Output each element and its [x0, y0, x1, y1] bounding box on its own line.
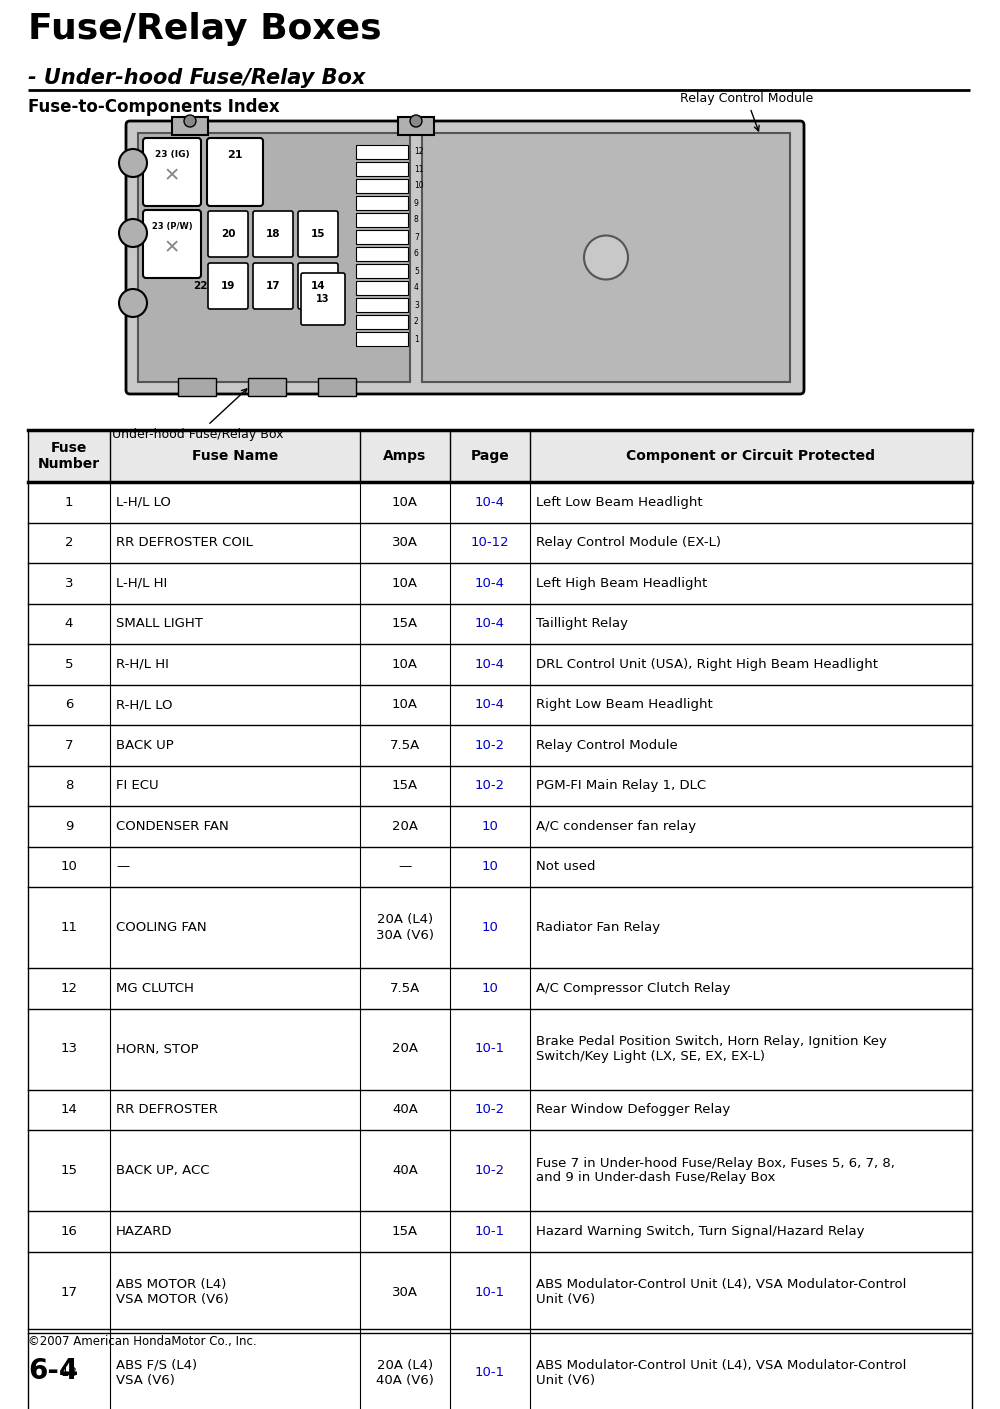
Text: 10-2: 10-2: [475, 1164, 505, 1177]
Circle shape: [119, 289, 147, 317]
Text: 10-1: 10-1: [475, 1224, 505, 1237]
Text: 18: 18: [266, 230, 280, 240]
Text: 22: 22: [193, 280, 207, 292]
Text: 40A: 40A: [392, 1164, 418, 1177]
Text: FI ECU: FI ECU: [116, 779, 159, 792]
FancyBboxPatch shape: [253, 263, 293, 309]
Text: Fuse 7 in Under-hood Fuse/Relay Box, Fuses 5, 6, 7, 8,
and 9 in Under-dash Fuse/: Fuse 7 in Under-hood Fuse/Relay Box, Fus…: [536, 1157, 895, 1185]
Bar: [28, 968, 972, 1009]
Text: 15A: 15A: [392, 779, 418, 792]
Text: 2: 2: [65, 537, 73, 550]
Text: 1: 1: [414, 334, 419, 344]
Text: 10-2: 10-2: [475, 1103, 505, 1116]
Text: 10: 10: [482, 820, 498, 833]
Text: 10-4: 10-4: [475, 658, 505, 671]
Text: 7: 7: [414, 232, 419, 241]
FancyBboxPatch shape: [207, 138, 263, 206]
Text: 15: 15: [311, 230, 325, 240]
Text: 20A (L4)
40A (V6): 20A (L4) 40A (V6): [376, 1360, 434, 1386]
Text: 10: 10: [61, 861, 77, 874]
Text: Under-hood Fuse/Relay Box: Under-hood Fuse/Relay Box: [112, 389, 284, 441]
Bar: [28, 482, 972, 523]
Text: ✕: ✕: [164, 238, 180, 258]
Bar: [318, 378, 356, 396]
Text: 10: 10: [482, 982, 498, 995]
Circle shape: [584, 235, 628, 279]
Bar: [28, 806, 972, 847]
Bar: [356, 297, 408, 311]
Text: SMALL LIGHT: SMALL LIGHT: [116, 617, 203, 630]
Bar: [28, 1210, 972, 1251]
Bar: [356, 145, 408, 159]
Text: 13: 13: [60, 1043, 78, 1055]
Text: 8: 8: [414, 216, 419, 224]
Text: 21: 21: [227, 149, 243, 161]
Text: 10A: 10A: [392, 658, 418, 671]
Text: 12: 12: [60, 982, 78, 995]
Text: 19: 19: [221, 280, 235, 292]
Bar: [398, 117, 434, 135]
Text: ✕: ✕: [164, 166, 180, 186]
Text: 20: 20: [221, 230, 235, 240]
Text: ©2007 American HondaMotor Co., Inc.: ©2007 American HondaMotor Co., Inc.: [28, 1334, 257, 1348]
FancyBboxPatch shape: [143, 138, 201, 206]
Text: 15A: 15A: [392, 1224, 418, 1237]
Text: 9: 9: [414, 199, 419, 207]
Bar: [172, 117, 208, 135]
Text: 3: 3: [414, 300, 419, 310]
Text: 23 (P/W): 23 (P/W): [152, 223, 192, 231]
Text: BACK UP, ACC: BACK UP, ACC: [116, 1164, 210, 1177]
Text: 20A: 20A: [392, 820, 418, 833]
Text: Component or Circuit Protected: Component or Circuit Protected: [626, 449, 876, 464]
Text: 15A: 15A: [392, 617, 418, 630]
Bar: [28, 765, 972, 806]
Text: Fuse
Number: Fuse Number: [38, 441, 100, 471]
Circle shape: [119, 218, 147, 247]
Text: 20A (L4)
30A (V6): 20A (L4) 30A (V6): [376, 913, 434, 941]
Text: 10-4: 10-4: [475, 699, 505, 712]
Text: ABS Modulator-Control Unit (L4), VSA Modulator-Control
Unit (V6): ABS Modulator-Control Unit (L4), VSA Mod…: [536, 1278, 906, 1306]
Bar: [178, 378, 216, 396]
Bar: [356, 333, 408, 347]
Text: 16: 16: [61, 1224, 77, 1237]
Text: 11: 11: [60, 921, 78, 934]
Text: 7.5A: 7.5A: [390, 982, 420, 995]
FancyBboxPatch shape: [301, 273, 345, 325]
FancyBboxPatch shape: [208, 211, 248, 256]
Text: ABS F/S (L4)
VSA (V6): ABS F/S (L4) VSA (V6): [116, 1360, 197, 1386]
Text: Radiator Fan Relay: Radiator Fan Relay: [536, 921, 660, 934]
Text: 10-12: 10-12: [471, 537, 509, 550]
Text: 10: 10: [482, 921, 498, 934]
Text: Taillight Relay: Taillight Relay: [536, 617, 628, 630]
FancyBboxPatch shape: [208, 263, 248, 309]
Bar: [356, 316, 408, 328]
Text: RR DEFROSTER COIL: RR DEFROSTER COIL: [116, 537, 253, 550]
Text: 10-4: 10-4: [475, 617, 505, 630]
Text: 8: 8: [65, 779, 73, 792]
Bar: [28, 644, 972, 685]
Text: 11: 11: [414, 165, 424, 173]
Text: 10-2: 10-2: [475, 738, 505, 752]
FancyBboxPatch shape: [298, 211, 338, 256]
Bar: [28, 1089, 972, 1130]
Bar: [356, 230, 408, 244]
Text: HAZARD: HAZARD: [116, 1224, 173, 1237]
Text: Left High Beam Headlight: Left High Beam Headlight: [536, 576, 707, 590]
Text: 12: 12: [414, 148, 424, 156]
Bar: [356, 280, 408, 294]
Text: 6: 6: [414, 249, 419, 258]
Text: R-H/L HI: R-H/L HI: [116, 658, 169, 671]
Text: 7: 7: [65, 738, 73, 752]
Bar: [28, 1130, 972, 1210]
Bar: [28, 523, 972, 564]
Text: HORN, STOP: HORN, STOP: [116, 1043, 199, 1055]
Text: Hazard Warning Switch, Turn Signal/Hazard Relay: Hazard Warning Switch, Turn Signal/Hazar…: [536, 1224, 864, 1237]
Bar: [356, 196, 408, 210]
Text: Relay Control Module: Relay Control Module: [536, 738, 678, 752]
Bar: [356, 179, 408, 193]
Text: 4: 4: [414, 283, 419, 293]
Text: RR DEFROSTER: RR DEFROSTER: [116, 1103, 218, 1116]
Circle shape: [410, 116, 422, 127]
Bar: [356, 213, 408, 227]
Text: Rear Window Defogger Relay: Rear Window Defogger Relay: [536, 1103, 730, 1116]
